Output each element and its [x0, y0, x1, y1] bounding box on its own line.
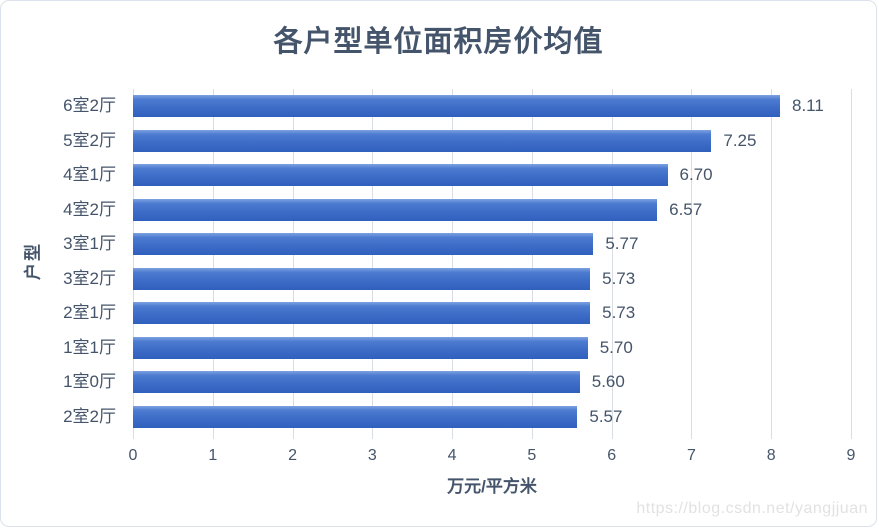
value-label-1室0厅: 5.60	[591, 372, 625, 391]
bar-5室2厅	[133, 129, 712, 152]
plot-area: 8.11 7.25 6.70 6.57 5.77 5.73 5.73 5.70 5.60 5.57	[133, 89, 852, 439]
gridline-x-3	[372, 89, 374, 434]
axis-tick-x-8	[771, 434, 773, 439]
x-tick-label-6: 6	[607, 447, 617, 464]
gridline-x-1	[212, 89, 214, 434]
category-axis-labels: 6室2厅 5室2厅 4室1厅 4室2厅 3室1厅 3室2厅 2室1厅 1室1厅 1室0厅 2室2厅	[1, 89, 125, 434]
category-label-6室2厅: 6室2厅	[63, 96, 116, 115]
x-tick-label-8: 8	[766, 447, 776, 464]
axis-tick-x-0	[133, 434, 134, 439]
value-label-2室2厅: 5.57	[589, 406, 623, 426]
axis-tick-x-5	[531, 434, 533, 439]
x-tick-label-0: 0	[128, 447, 138, 464]
gridline-x-8	[771, 89, 773, 434]
bar-4室1厅	[133, 164, 668, 186]
category-label-1室0厅: 1室0厅	[63, 372, 116, 391]
bar-row-4室2厅: 6.57	[133, 193, 851, 228]
x-axis-tick-labels: 0 1 2 3 4 5 6 7 8 9	[129, 447, 856, 469]
category-label-4室2厅: 4室2厅	[63, 199, 116, 219]
value-label-1室1厅: 5.70	[599, 337, 633, 357]
chart-title: 各户型单位面积房价均值	[273, 26, 604, 58]
gridline-x-4	[452, 89, 454, 434]
bar-row-1室1厅: 5.70	[133, 331, 851, 366]
axis-tick-x-6	[611, 434, 613, 439]
bar-2室1厅	[133, 302, 591, 324]
value-label-5室2厅: 7.25	[723, 130, 757, 150]
category-label-3室2厅: 3室2厅	[63, 268, 116, 288]
bar-3室2厅	[133, 267, 591, 290]
bar-1室1厅	[133, 336, 588, 359]
bar-4室2厅	[133, 198, 658, 221]
value-label-4室2厅: 6.57	[669, 199, 703, 219]
value-label-2室1厅: 5.73	[602, 303, 636, 322]
bar-row-5室2厅: 7.25	[133, 124, 851, 159]
x-tick-label-2: 2	[288, 447, 297, 464]
bar-row-4室1厅: 6.70	[133, 158, 851, 193]
bar-row-3室2厅: 5.73	[133, 262, 851, 297]
gridline-x-6	[611, 89, 613, 434]
x-tick-label-9: 9	[846, 447, 856, 464]
value-label-4室1厅: 6.70	[679, 165, 713, 184]
x-tick-label-1: 1	[208, 447, 218, 464]
value-label-6室2厅: 8.11	[791, 96, 824, 115]
axis-tick-x-4	[452, 434, 454, 439]
bar-2室2厅	[133, 405, 578, 428]
watermark-url: https://blog.csdn.net/yangjjuan	[636, 500, 868, 517]
axis-tick-x-7	[691, 434, 693, 439]
axis-tick-x-1	[212, 434, 214, 439]
bar-row-1室0厅: 5.60	[133, 365, 851, 400]
category-label-5室2厅: 5室2厅	[63, 130, 116, 150]
value-label-3室2厅: 5.73	[602, 268, 636, 288]
bar-row-2室2厅: 5.57	[133, 400, 851, 435]
axis-tick-x-2	[292, 434, 294, 439]
bar-1室0厅	[133, 371, 580, 393]
category-label-4室1厅: 4室1厅	[63, 165, 116, 184]
gridline-x-5	[531, 89, 533, 434]
gridline-x-9	[851, 89, 852, 434]
x-tick-label-3: 3	[367, 447, 377, 464]
bar-3室1厅	[133, 233, 594, 255]
x-tick-label-4: 4	[447, 447, 457, 464]
axis-tick-x-9	[851, 434, 852, 439]
x-tick-label-7: 7	[686, 447, 696, 464]
bar-row-3室1厅: 5.77	[133, 227, 851, 262]
bar-row-2室1厅: 5.73	[133, 296, 851, 331]
axis-tick-x-3	[372, 434, 374, 439]
category-label-1室1厅: 1室1厅	[63, 337, 116, 357]
gridline-x-7	[691, 89, 693, 434]
x-tick-label-5: 5	[527, 447, 537, 464]
category-label-3室1厅: 3室1厅	[63, 234, 116, 253]
category-label-2室1厅: 2室1厅	[63, 303, 116, 322]
gridline-x-2	[292, 89, 294, 434]
value-label-3室1厅: 5.77	[605, 234, 639, 253]
category-label-2室2厅: 2室2厅	[63, 406, 116, 426]
x-axis-title: 万元/平方米	[447, 477, 537, 496]
bar-6室2厅	[133, 95, 780, 117]
gridline-x-0	[133, 89, 134, 434]
bar-row-6室2厅: 8.11	[133, 89, 851, 124]
